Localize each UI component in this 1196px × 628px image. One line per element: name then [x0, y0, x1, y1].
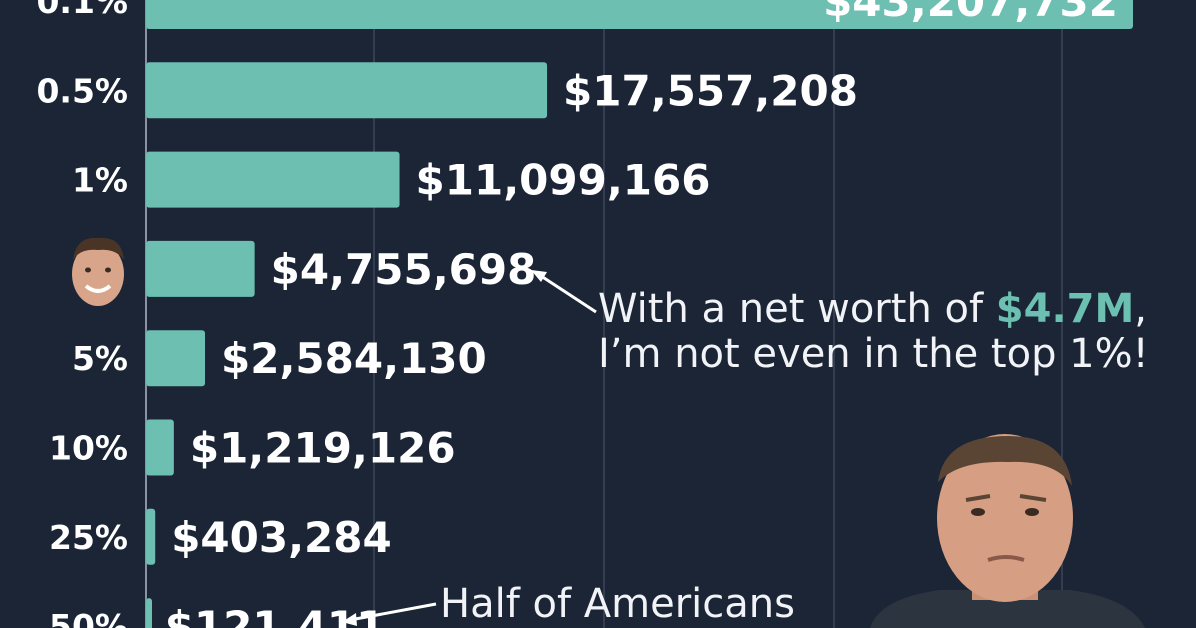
bar-10%	[146, 419, 174, 476]
bar-5%	[146, 330, 206, 387]
bars	[146, 0, 1133, 628]
category-labels: 0.1% 0.5% 1% 5% 10% 25% 50%	[36, 0, 128, 628]
annotation-accent-value: $4.7M	[995, 286, 1135, 332]
annotation-comma: ,	[1134, 286, 1147, 332]
annotation-half-americans: Half of Americans	[440, 582, 795, 627]
arrow-bottom-head	[342, 613, 357, 626]
bar-0.1%	[146, 0, 1133, 29]
arrow-top	[537, 272, 597, 314]
annotation-bottom-text: Half of Americans	[440, 581, 795, 627]
value-label: $11,099,166	[416, 156, 711, 205]
category-label: 10%	[49, 429, 128, 468]
category-label: 0.1%	[36, 0, 128, 21]
value-labels: $43,207,732 $17,557,208 $11,099,166 $4,755,…	[165, 0, 1118, 628]
value-label: $4,755,698	[271, 245, 537, 294]
bar-50%	[146, 598, 152, 628]
person-face-icon	[72, 237, 124, 306]
annotation-arrows	[342, 270, 597, 626]
value-label: $17,557,208	[563, 66, 858, 115]
bar-25%	[146, 508, 156, 565]
value-label: $43,207,732	[823, 0, 1118, 26]
arrow-bottom	[349, 602, 437, 622]
arrow-top-head	[531, 270, 547, 282]
presenter-photo	[870, 434, 1145, 628]
category-label: 5%	[72, 339, 128, 378]
category-label: 1%	[72, 161, 128, 200]
category-label: 0.5%	[36, 71, 128, 110]
annotation-text: With a net worth of	[598, 286, 996, 332]
annotation-line2: I’m not even in the top 1%!	[598, 330, 1149, 377]
value-label: $403,284	[171, 513, 392, 562]
category-label: 50%	[49, 607, 128, 628]
annotation-net-worth: With a net worth of $4.7M, I’m not even …	[598, 287, 1188, 377]
value-label: $2,584,130	[221, 334, 487, 383]
bar-highlight	[146, 240, 255, 297]
bar-0.5%	[146, 62, 548, 119]
category-label: 25%	[49, 518, 128, 557]
value-label: $1,219,126	[190, 424, 456, 473]
bar-1%	[146, 151, 400, 208]
